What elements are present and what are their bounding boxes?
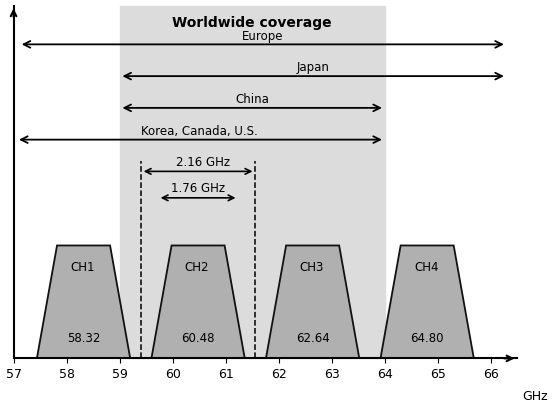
Text: CH3: CH3 xyxy=(299,261,324,274)
Text: GHz: GHz xyxy=(523,390,548,403)
Text: CH1: CH1 xyxy=(70,261,95,274)
Text: Korea, Canada, U.S.: Korea, Canada, U.S. xyxy=(141,125,258,138)
Polygon shape xyxy=(266,245,359,358)
Text: Worldwide coverage: Worldwide coverage xyxy=(173,16,332,30)
Text: Japan: Japan xyxy=(297,61,330,75)
Polygon shape xyxy=(152,245,245,358)
Text: CH4: CH4 xyxy=(414,261,439,274)
Text: China: China xyxy=(235,93,269,106)
Text: 62.64: 62.64 xyxy=(296,332,330,345)
Text: 2.16 GHz: 2.16 GHz xyxy=(176,156,231,168)
Text: 64.80: 64.80 xyxy=(410,332,444,345)
Polygon shape xyxy=(37,245,130,358)
Text: 58.32: 58.32 xyxy=(67,332,100,345)
Text: 60.48: 60.48 xyxy=(181,332,215,345)
Text: 1.76 GHz: 1.76 GHz xyxy=(171,182,225,195)
Polygon shape xyxy=(380,245,474,358)
Text: Europe: Europe xyxy=(242,30,284,43)
Bar xyxy=(119,6,385,358)
Text: CH2: CH2 xyxy=(185,261,210,274)
